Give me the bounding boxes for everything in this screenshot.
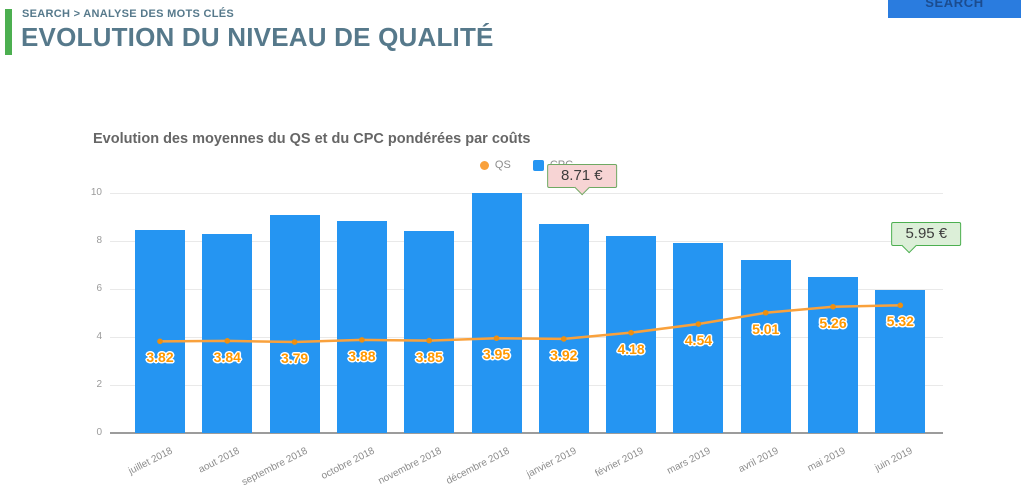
qs-value-label-juillet 2018: 3.82 xyxy=(146,349,174,366)
qs-value-label-octobre 2018: 3.88 xyxy=(348,347,376,364)
legend-item-qs[interactable]: QS xyxy=(479,159,511,171)
qs-value-label-juin 2019: 5.32 xyxy=(886,313,914,330)
cpc-legend-marker-icon xyxy=(532,159,544,171)
bar-octobre 2018[interactable] xyxy=(336,220,387,433)
qs-value-label-décembre 2018: 3.95 xyxy=(482,346,511,363)
qs-value-label-aout 2018: 3.84 xyxy=(213,348,241,365)
bar-décembre 2018[interactable] xyxy=(471,193,522,433)
x-axis-label-juillet 2018: juillet 2018 xyxy=(126,445,175,478)
annotation-text: 8.71 € xyxy=(560,166,603,184)
qs-value-label-mai 2019: 5.26 xyxy=(819,314,847,331)
chart-title: Evolution des moyennes du QS et du CPC p… xyxy=(93,131,531,147)
y-axis-tick-label: 0 xyxy=(96,427,102,438)
bar-juin 2019[interactable] xyxy=(875,290,926,433)
bar-novembre 2018[interactable] xyxy=(404,231,455,433)
bar-mai 2019[interactable] xyxy=(808,277,858,433)
y-axis-tick-label: 4 xyxy=(96,331,102,342)
gridline-y0 xyxy=(110,432,943,434)
gridline-y6 xyxy=(110,289,943,290)
title-accent-bar xyxy=(5,9,12,55)
bar-février 2019[interactable] xyxy=(606,236,657,433)
y-axis-tick-label: 10 xyxy=(90,187,102,198)
gridline-y8 xyxy=(110,241,943,242)
qs-value-label-septembre 2018: 3.79 xyxy=(280,350,309,367)
legend-label-qs: QS xyxy=(494,159,511,171)
search-button[interactable]: SEARCH xyxy=(888,0,1021,18)
bar-septembre 2018[interactable] xyxy=(269,214,320,433)
bar-avril 2019[interactable] xyxy=(740,260,791,433)
annotation-callout-1: 8.71 € xyxy=(546,163,617,196)
chart-legend: QS CPC xyxy=(110,159,943,171)
bar-aout 2018[interactable] xyxy=(202,233,253,433)
bar-janvier 2019[interactable] xyxy=(538,223,589,433)
gridline-y10 xyxy=(110,193,943,194)
qs-value-label-février 2019: 4.18 xyxy=(617,340,645,357)
annotation-text: 5.95 € xyxy=(905,225,948,243)
y-axis-tick-label: 6 xyxy=(96,283,102,294)
qs-value-label-janvier 2019: 3.92 xyxy=(550,346,578,363)
gridline-y2 xyxy=(110,385,943,386)
y-axis-tick-label: 2 xyxy=(96,379,102,390)
bar-juillet 2018[interactable] xyxy=(135,230,185,433)
qs-value-label-novembre 2018: 3.85 xyxy=(415,348,443,365)
annotation-callout-2: 5.95 € xyxy=(891,222,962,254)
qs-legend-marker-icon xyxy=(479,160,489,170)
page-title: EVOLUTION DU NIVEAU DE QUALITÉ xyxy=(21,22,494,52)
y-axis-tick-label: 8 xyxy=(96,235,102,246)
qs-value-label-mars 2019: 4.54 xyxy=(684,332,713,349)
breadcrumb: SEARCH > ANALYSE DES MOTS CLÉS xyxy=(22,8,235,20)
qs-value-label-avril 2019: 5.01 xyxy=(752,320,780,337)
